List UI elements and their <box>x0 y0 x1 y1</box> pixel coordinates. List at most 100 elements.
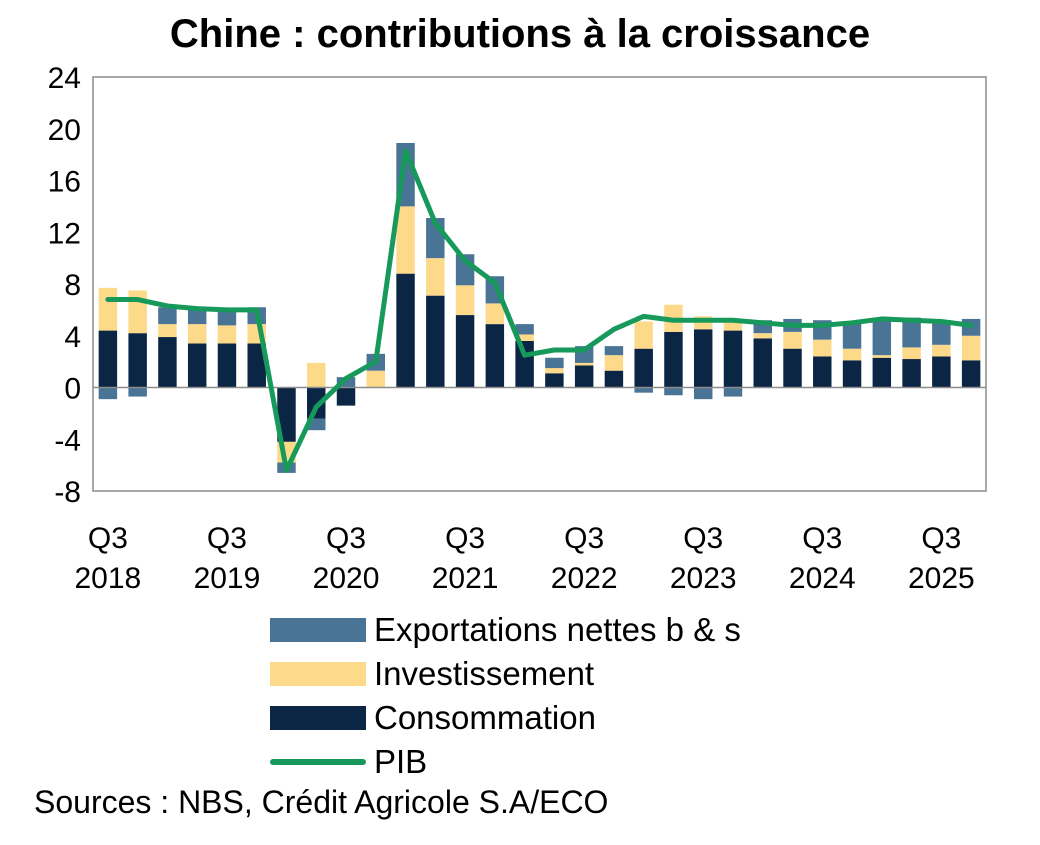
bar-segment <box>604 346 624 356</box>
bar-segment <box>723 320 743 331</box>
gdp-line-layer <box>105 148 974 473</box>
bar-segment <box>277 387 296 442</box>
bar-segment <box>515 334 534 341</box>
bar-segment <box>307 418 326 431</box>
bar-segment <box>307 387 326 419</box>
bar-segment <box>842 360 862 388</box>
bar-segment <box>515 340 534 388</box>
bar-segment <box>247 343 266 388</box>
bar-segment <box>98 287 118 331</box>
x-tick-label-quarter: Q3 <box>564 522 604 555</box>
bar-segment <box>604 370 624 388</box>
x-tick-label-quarter: Q3 <box>921 522 961 555</box>
legend-label-exports: Exportations nettes b & s <box>374 611 741 648</box>
x-tick-label-year: 2022 <box>551 562 618 595</box>
bar-segment <box>932 320 951 345</box>
bar-segment <box>902 317 921 348</box>
legend: Exportations nettes b & s Investissement… <box>270 608 741 784</box>
legend-label-consumption: Consommation <box>374 699 596 736</box>
bar-segment <box>366 370 386 388</box>
bar-segment <box>872 357 892 388</box>
bar-segment <box>634 348 653 388</box>
x-tick-label-year: 2024 <box>789 562 856 595</box>
bar-segment <box>128 387 147 397</box>
bar-segment <box>217 309 237 326</box>
bar-segment <box>634 321 653 349</box>
bar-segment <box>693 329 713 388</box>
bar-segment <box>961 335 981 361</box>
x-tick-label-quarter: Q3 <box>802 522 842 555</box>
x-axis-ticks: Q3 2018 Q3 2019 Q3 2020 Q3 2021 Q3 2022 Q3 2023 Q3 20… <box>75 522 975 595</box>
bar-segment <box>396 273 415 388</box>
bar-segment <box>128 290 147 334</box>
bar-segment <box>545 373 564 388</box>
legend-item-consumption: Consommation <box>270 696 741 740</box>
legend-line-gdp <box>270 759 366 765</box>
x-tick-label-year: 2019 <box>194 562 261 595</box>
x-tick-label-year: 2018 <box>75 562 142 595</box>
y-tick-label: 12 <box>48 217 81 250</box>
plot-area-frame <box>92 76 987 492</box>
y-tick-label: -4 <box>54 424 81 457</box>
bar-segment <box>842 348 862 361</box>
bar-segment <box>813 356 832 388</box>
bar-segment <box>693 387 713 400</box>
bar-segment <box>813 339 832 357</box>
x-tick-label-year: 2021 <box>432 562 499 595</box>
x-tick-label-quarter: Q3 <box>683 522 723 555</box>
y-tick-label: 16 <box>48 166 81 199</box>
bar-segment <box>872 355 892 358</box>
bar-segment <box>723 387 743 397</box>
bar-segment <box>634 387 653 393</box>
bar-segment <box>98 387 118 400</box>
bar-segment <box>902 347 921 360</box>
bar-segment <box>396 206 415 274</box>
bar-segment <box>753 338 772 388</box>
bar-segment <box>961 360 981 388</box>
bar-segment <box>426 295 445 388</box>
bar-segment <box>842 322 862 349</box>
x-tick-label-quarter: Q3 <box>88 522 128 555</box>
y-tick-label: -8 <box>54 476 81 509</box>
bar-segment <box>664 331 683 388</box>
bar-segment <box>158 337 177 388</box>
y-tick-label: 0 <box>64 373 81 406</box>
bar-segment <box>574 362 594 366</box>
gdp-line <box>105 148 974 473</box>
x-tick-label-year: 2023 <box>670 562 737 595</box>
bar-segment <box>932 356 951 388</box>
y-tick-label: 20 <box>48 114 81 147</box>
x-tick-label-quarter: Q3 <box>207 522 247 555</box>
bar-segment <box>485 303 505 325</box>
bar-segment <box>128 333 147 388</box>
x-tick-label-year: 2020 <box>313 562 380 595</box>
bar-segment <box>158 324 177 338</box>
y-tick-label: 24 <box>48 62 81 95</box>
sources-note: Sources : NBS, Crédit Agricole S.A/ECO <box>34 784 609 820</box>
legend-swatch-investment <box>270 662 366 686</box>
legend-label-investment: Investissement <box>374 655 595 692</box>
bar-segment <box>574 365 594 388</box>
bar-segment <box>485 324 505 388</box>
bar-segment <box>187 308 207 325</box>
x-tick-label-quarter: Q3 <box>326 522 366 555</box>
bars-layer <box>98 142 981 473</box>
bar-segment <box>872 321 892 356</box>
bar-segment <box>187 343 207 388</box>
legend-item-gdp: PIB <box>270 740 741 784</box>
y-tick-label: 8 <box>64 269 81 302</box>
bar-segment <box>723 330 743 388</box>
bar-segment <box>217 343 237 388</box>
bar-segment <box>336 387 356 406</box>
chart-title: Chine : contributions à la croissance <box>169 12 871 56</box>
bar-segment <box>753 333 772 339</box>
bar-segment <box>217 325 237 344</box>
bar-segment <box>455 285 475 316</box>
legend-item-investment: Investissement <box>270 652 741 696</box>
x-tick-label-quarter: Q3 <box>445 522 485 555</box>
bar-segment <box>902 359 921 388</box>
bar-segment <box>515 324 534 335</box>
legend-label-gdp: PIB <box>374 743 428 780</box>
bar-segment <box>426 258 445 296</box>
